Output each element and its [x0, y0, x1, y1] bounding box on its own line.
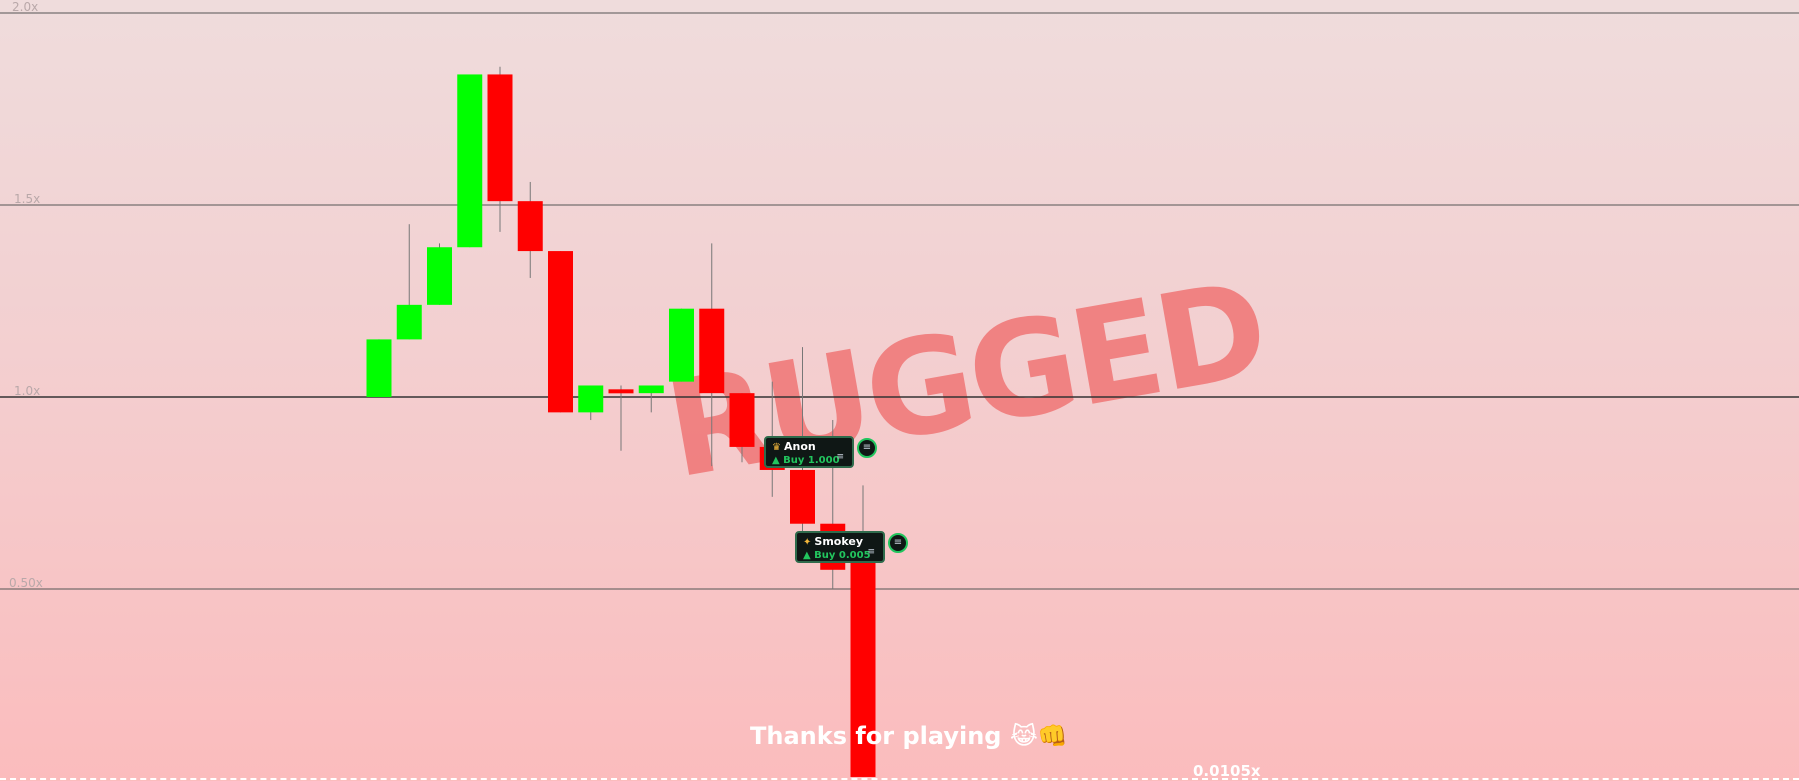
candle-down [850, 542, 876, 777]
candle-up [638, 385, 664, 394]
candle-up [396, 304, 422, 340]
trade-marker-smokey[interactable]: ≡ [888, 533, 908, 553]
candle-down [790, 469, 815, 524]
candle-down [487, 74, 513, 202]
candle-down [699, 308, 725, 394]
candle-up [578, 385, 604, 413]
candle-down [548, 251, 573, 413]
trade-marker-anon[interactable]: ≡ [857, 438, 877, 458]
axis-label: 2.0x [12, 0, 38, 14]
trade-action: ▲ Buy 1.000 [772, 455, 840, 466]
thanks-message: Thanks for playing 😹👊 [750, 722, 1068, 750]
axis-label: 1.5x [14, 192, 40, 206]
bee-icon: ✦ [803, 537, 812, 548]
candle-up [457, 74, 483, 248]
emoji-icon: 😹👊 [1009, 722, 1068, 750]
price-grid: 2.0x 1.5x 1.0x 0.50x [0, 0, 1799, 590]
candle-up [366, 339, 392, 397]
trade-tag-anon[interactable]: ♛ Anon ▲ Buy 1.000 ≡ [764, 436, 854, 468]
axis-label: 1.0x [14, 384, 40, 398]
rugged-banner: RUGGED [656, 252, 1275, 508]
trade-player-name: ♛ Anon [772, 440, 816, 453]
candle-down [729, 393, 755, 447]
menu-icon[interactable]: ≡ [836, 452, 844, 462]
baseline-divider [0, 778, 1799, 780]
crown-icon: ♛ [772, 442, 781, 453]
trade-player-name: ✦ Smokey [803, 535, 863, 548]
candle-down [608, 389, 634, 394]
axis-label: 0.50x [9, 576, 43, 590]
candle-down [517, 201, 543, 252]
trade-action: ▲ Buy 0.005 [803, 550, 871, 561]
candle-up [427, 247, 452, 305]
menu-icon[interactable]: ≡ [867, 547, 875, 557]
trade-tag-smokey[interactable]: ✦ Smokey ▲ Buy 0.005 ≡ [795, 531, 885, 563]
candle-up [669, 308, 694, 382]
current-multiplier: 0.0105x [1193, 762, 1261, 780]
